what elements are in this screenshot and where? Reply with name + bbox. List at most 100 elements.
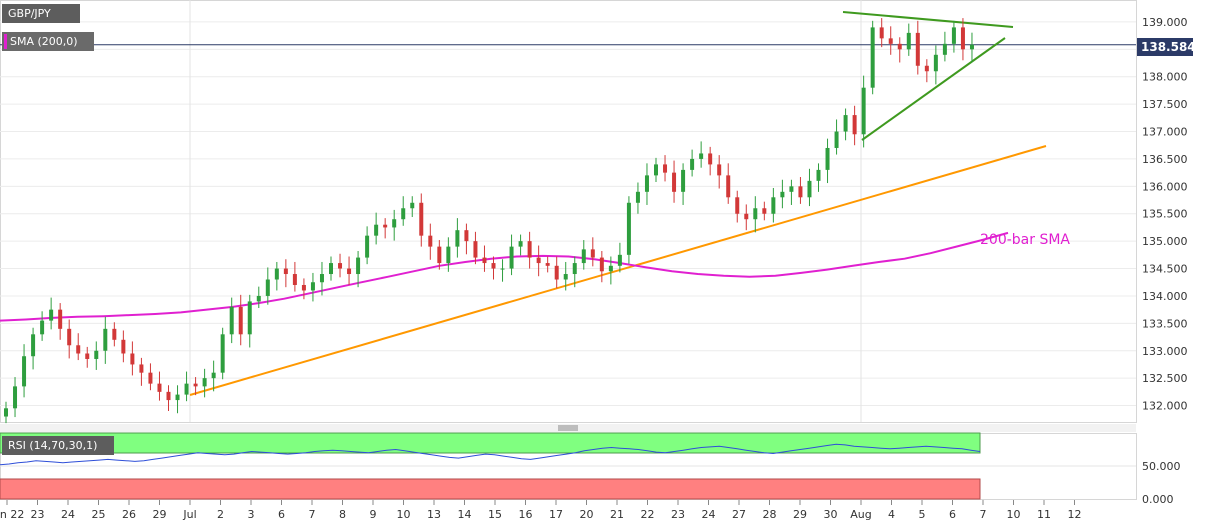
candle-body: [103, 328, 108, 351]
candle-body: [319, 274, 324, 283]
candle-body: [166, 391, 171, 401]
candle-body: [888, 38, 893, 44]
candle-body: [807, 180, 812, 198]
date-tick-label: 8: [339, 508, 346, 521]
candle-body: [644, 175, 649, 192]
price-tick-label: 135.000: [1142, 235, 1188, 248]
candle-body: [157, 383, 162, 392]
candle-body: [590, 249, 595, 258]
ascending-trend-line: [189, 145, 1047, 396]
candle-body: [617, 254, 622, 266]
triangle-lower-line: [861, 37, 1006, 141]
candle-body: [329, 263, 333, 275]
candle-body: [76, 345, 81, 354]
date-tick-label: 15: [488, 508, 502, 521]
candle-body: [292, 274, 297, 285]
candle-body: [834, 131, 839, 148]
triangle-upper-line: [842, 11, 1014, 28]
day-gridlines: [189, 0, 862, 422]
candle-body: [202, 378, 207, 387]
date-tick-label: 7: [980, 508, 987, 521]
date-tick-label: 24: [61, 508, 75, 521]
date-tick-label: 26: [122, 508, 136, 521]
candle-body: [220, 334, 225, 373]
date-tick-label: 23: [671, 508, 685, 521]
candle-body: [419, 202, 424, 236]
candle-body: [726, 175, 731, 198]
date-tick-label: 10: [397, 508, 411, 521]
price-tick-label: 139.000: [1142, 16, 1188, 29]
candle-body: [4, 408, 8, 417]
date-tick-label: 9: [370, 508, 377, 521]
candle-body: [608, 265, 613, 272]
date-tick-label: 20: [580, 508, 594, 521]
date-tick-label: 16: [519, 508, 533, 521]
candle-body: [861, 87, 866, 135]
candle-body: [960, 27, 965, 50]
candle-body: [238, 306, 243, 335]
candle-body: [247, 301, 252, 335]
candle-body: [690, 158, 695, 170]
rsi-indicator-label[interactable]: RSI (14,70,30,1): [2, 436, 114, 455]
candle-body: [969, 44, 974, 50]
candle-body: [139, 364, 144, 373]
rsi-tick-0: 0.000: [1142, 493, 1174, 506]
candle-body: [184, 383, 189, 395]
candle-body: [780, 191, 785, 198]
candle-body: [121, 339, 126, 354]
price-tick-label: 137.500: [1142, 98, 1188, 111]
sma-indicator-label[interactable]: SMA (200,0): [2, 32, 94, 51]
price-axis-ticks: 132.000 132.500 133.000 133.500 134.000 134.5…: [1142, 16, 1188, 413]
date-tick-label: 30: [824, 508, 838, 521]
candle-body: [933, 54, 938, 72]
price-tick-label: 134.000: [1142, 290, 1188, 303]
candle-body: [852, 115, 857, 135]
price-tick-label: 136.500: [1142, 153, 1188, 166]
candle-body: [924, 65, 929, 72]
date-tick-label: 17: [549, 508, 563, 521]
candle-body: [13, 386, 18, 409]
symbol-label[interactable]: GBP/JPY: [2, 4, 80, 23]
candle-body: [491, 263, 496, 269]
candle-body: [672, 172, 677, 192]
candle-body: [735, 197, 740, 214]
date-axis-ticks: Jun 222324252629Jul236789101314151617202…: [0, 500, 1082, 521]
candle-body: [310, 282, 315, 291]
date-tick-label: 28: [763, 508, 777, 521]
candle-body: [22, 356, 27, 387]
date-tick-label: Jun 22: [0, 508, 24, 521]
date-tick-label: 29: [793, 508, 807, 521]
date-tick-label: 21: [610, 508, 624, 521]
candle-body: [130, 353, 135, 365]
price-panel-frame: [0, 0, 1137, 423]
candle-body: [536, 257, 541, 264]
date-tick-label: 5: [919, 508, 926, 521]
date-tick-label: 24: [702, 508, 716, 521]
candle-body: [527, 241, 532, 258]
rsi-oversold-zone: [0, 478, 981, 500]
date-tick-label: Jul: [182, 508, 196, 521]
candle-body: [374, 224, 379, 236]
date-tick-label: 14: [458, 508, 472, 521]
candle-body: [825, 147, 830, 170]
candle-body: [265, 279, 270, 296]
last-price-value: 138.584: [1141, 40, 1196, 54]
candle-body: [283, 268, 288, 275]
candle-body: [401, 208, 406, 220]
candle-body: [383, 224, 388, 228]
candle-body: [229, 306, 234, 335]
candle-body: [545, 263, 550, 266]
candle-body: [599, 257, 604, 272]
candle-body: [843, 115, 848, 132]
candle-body: [762, 208, 767, 214]
candle-body: [410, 202, 415, 209]
candle-body: [49, 309, 54, 321]
sma-indicator-text: SMA (200,0): [10, 35, 78, 48]
date-tick-label: 11: [1037, 508, 1051, 521]
candle-body: [274, 268, 279, 280]
date-tick-label: 6: [278, 508, 285, 521]
candle-body: [654, 164, 658, 176]
rsi-tick-50: 50.000: [1142, 460, 1181, 473]
candle-body: [148, 372, 153, 384]
